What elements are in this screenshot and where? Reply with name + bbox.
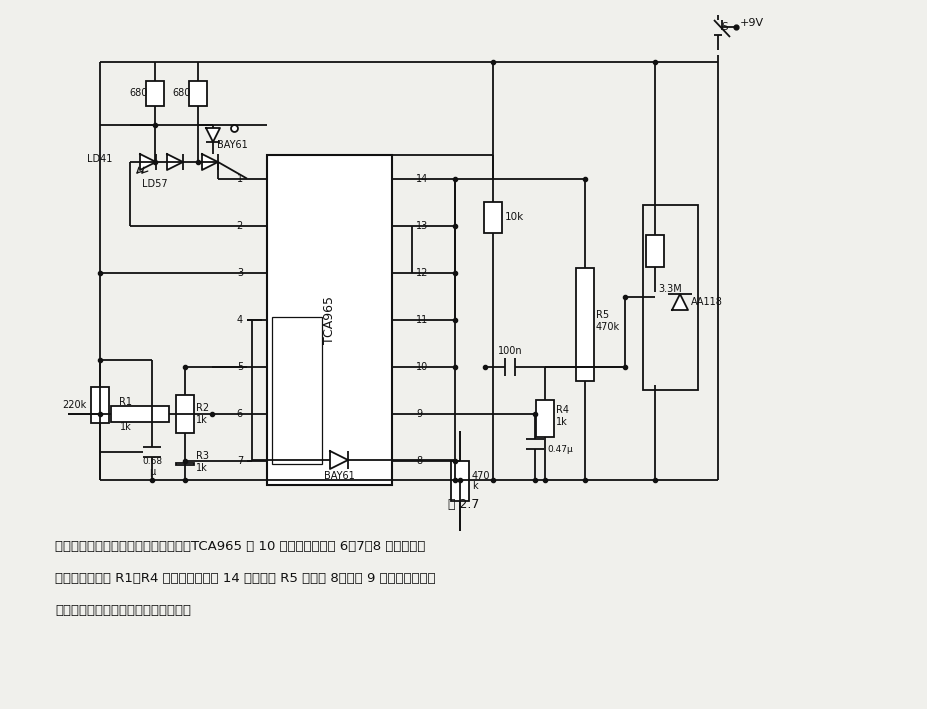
Text: μ: μ bbox=[148, 467, 155, 477]
Text: 0.47μ: 0.47μ bbox=[546, 445, 572, 454]
Text: R1: R1 bbox=[120, 397, 133, 407]
Text: 470: 470 bbox=[472, 471, 490, 481]
Text: 5: 5 bbox=[236, 362, 243, 372]
Bar bbox=[451, 462, 468, 501]
Bar bbox=[576, 268, 593, 381]
Bar bbox=[484, 202, 502, 233]
Text: BAY61: BAY61 bbox=[324, 471, 354, 481]
Text: LD57: LD57 bbox=[142, 179, 168, 189]
Text: 1k: 1k bbox=[196, 415, 208, 425]
Bar bbox=[536, 400, 553, 437]
Text: 1: 1 bbox=[236, 174, 243, 184]
Bar bbox=[189, 81, 207, 106]
Bar bbox=[176, 396, 194, 433]
Bar bbox=[176, 463, 194, 465]
Text: k: k bbox=[472, 481, 477, 491]
Text: 3: 3 bbox=[236, 268, 243, 278]
Polygon shape bbox=[202, 154, 218, 170]
Text: 而后者由分压器 R1～R4 确定。反馈由脚 14 接出经过 R5 加至脚 8。当脚 9 点电压足够高时: 而后者由分压器 R1～R4 确定。反馈由脚 14 接出经过 R5 加至脚 8。当… bbox=[55, 572, 435, 585]
Text: R4: R4 bbox=[555, 405, 568, 415]
Text: 10k: 10k bbox=[504, 212, 524, 222]
Bar bbox=[642, 205, 697, 390]
Text: 0.68: 0.68 bbox=[142, 457, 162, 467]
Text: 则处于不稳定状态，则电路产生振荡。: 则处于不稳定状态，则电路产生振荡。 bbox=[55, 604, 191, 617]
Text: +9V: +9V bbox=[739, 18, 763, 28]
Text: 12: 12 bbox=[415, 268, 428, 278]
Text: 10: 10 bbox=[415, 362, 427, 372]
Text: 3.3M: 3.3M bbox=[657, 284, 681, 294]
Text: 14: 14 bbox=[415, 174, 427, 184]
Text: 1k: 1k bbox=[196, 463, 208, 473]
Text: 9: 9 bbox=[415, 409, 422, 419]
Text: 1k: 1k bbox=[555, 417, 567, 427]
Text: 220k: 220k bbox=[63, 400, 87, 410]
Text: 4: 4 bbox=[236, 315, 243, 325]
Polygon shape bbox=[167, 154, 183, 170]
Bar bbox=[645, 235, 664, 267]
Text: LD41: LD41 bbox=[86, 154, 112, 164]
Text: 6: 6 bbox=[236, 409, 243, 419]
Text: 1k: 1k bbox=[120, 423, 132, 432]
Text: 图 2.7: 图 2.7 bbox=[448, 498, 479, 511]
Bar bbox=[91, 387, 108, 423]
Text: R5: R5 bbox=[595, 310, 608, 320]
Polygon shape bbox=[671, 294, 687, 310]
Text: 7: 7 bbox=[236, 457, 243, 467]
Text: R2: R2 bbox=[196, 403, 209, 413]
Text: 电路由多谐振荡器和门限开关组成。TCA965 脚 10 点电压决定于脚 6、7、8 各点电压，: 电路由多谐振荡器和门限开关组成。TCA965 脚 10 点电压决定于脚 6、7、… bbox=[55, 540, 425, 553]
Text: 2: 2 bbox=[236, 220, 243, 230]
Polygon shape bbox=[330, 451, 348, 469]
Bar bbox=[267, 155, 391, 485]
Text: 11: 11 bbox=[415, 315, 427, 325]
Text: TCA965: TCA965 bbox=[323, 296, 336, 344]
Text: 100n: 100n bbox=[497, 346, 522, 356]
Bar bbox=[111, 406, 169, 423]
Text: 470k: 470k bbox=[595, 322, 619, 332]
Polygon shape bbox=[206, 128, 220, 142]
Text: S: S bbox=[720, 22, 727, 32]
Bar bbox=[146, 81, 164, 106]
Text: 680: 680 bbox=[130, 89, 147, 99]
Text: BAY61: BAY61 bbox=[216, 140, 248, 150]
Text: R3: R3 bbox=[196, 451, 209, 461]
Text: 8: 8 bbox=[415, 457, 422, 467]
Text: 680: 680 bbox=[172, 89, 191, 99]
Polygon shape bbox=[140, 154, 156, 170]
Text: 13: 13 bbox=[415, 220, 427, 230]
Bar bbox=[272, 317, 322, 464]
Text: AA118: AA118 bbox=[691, 297, 722, 307]
